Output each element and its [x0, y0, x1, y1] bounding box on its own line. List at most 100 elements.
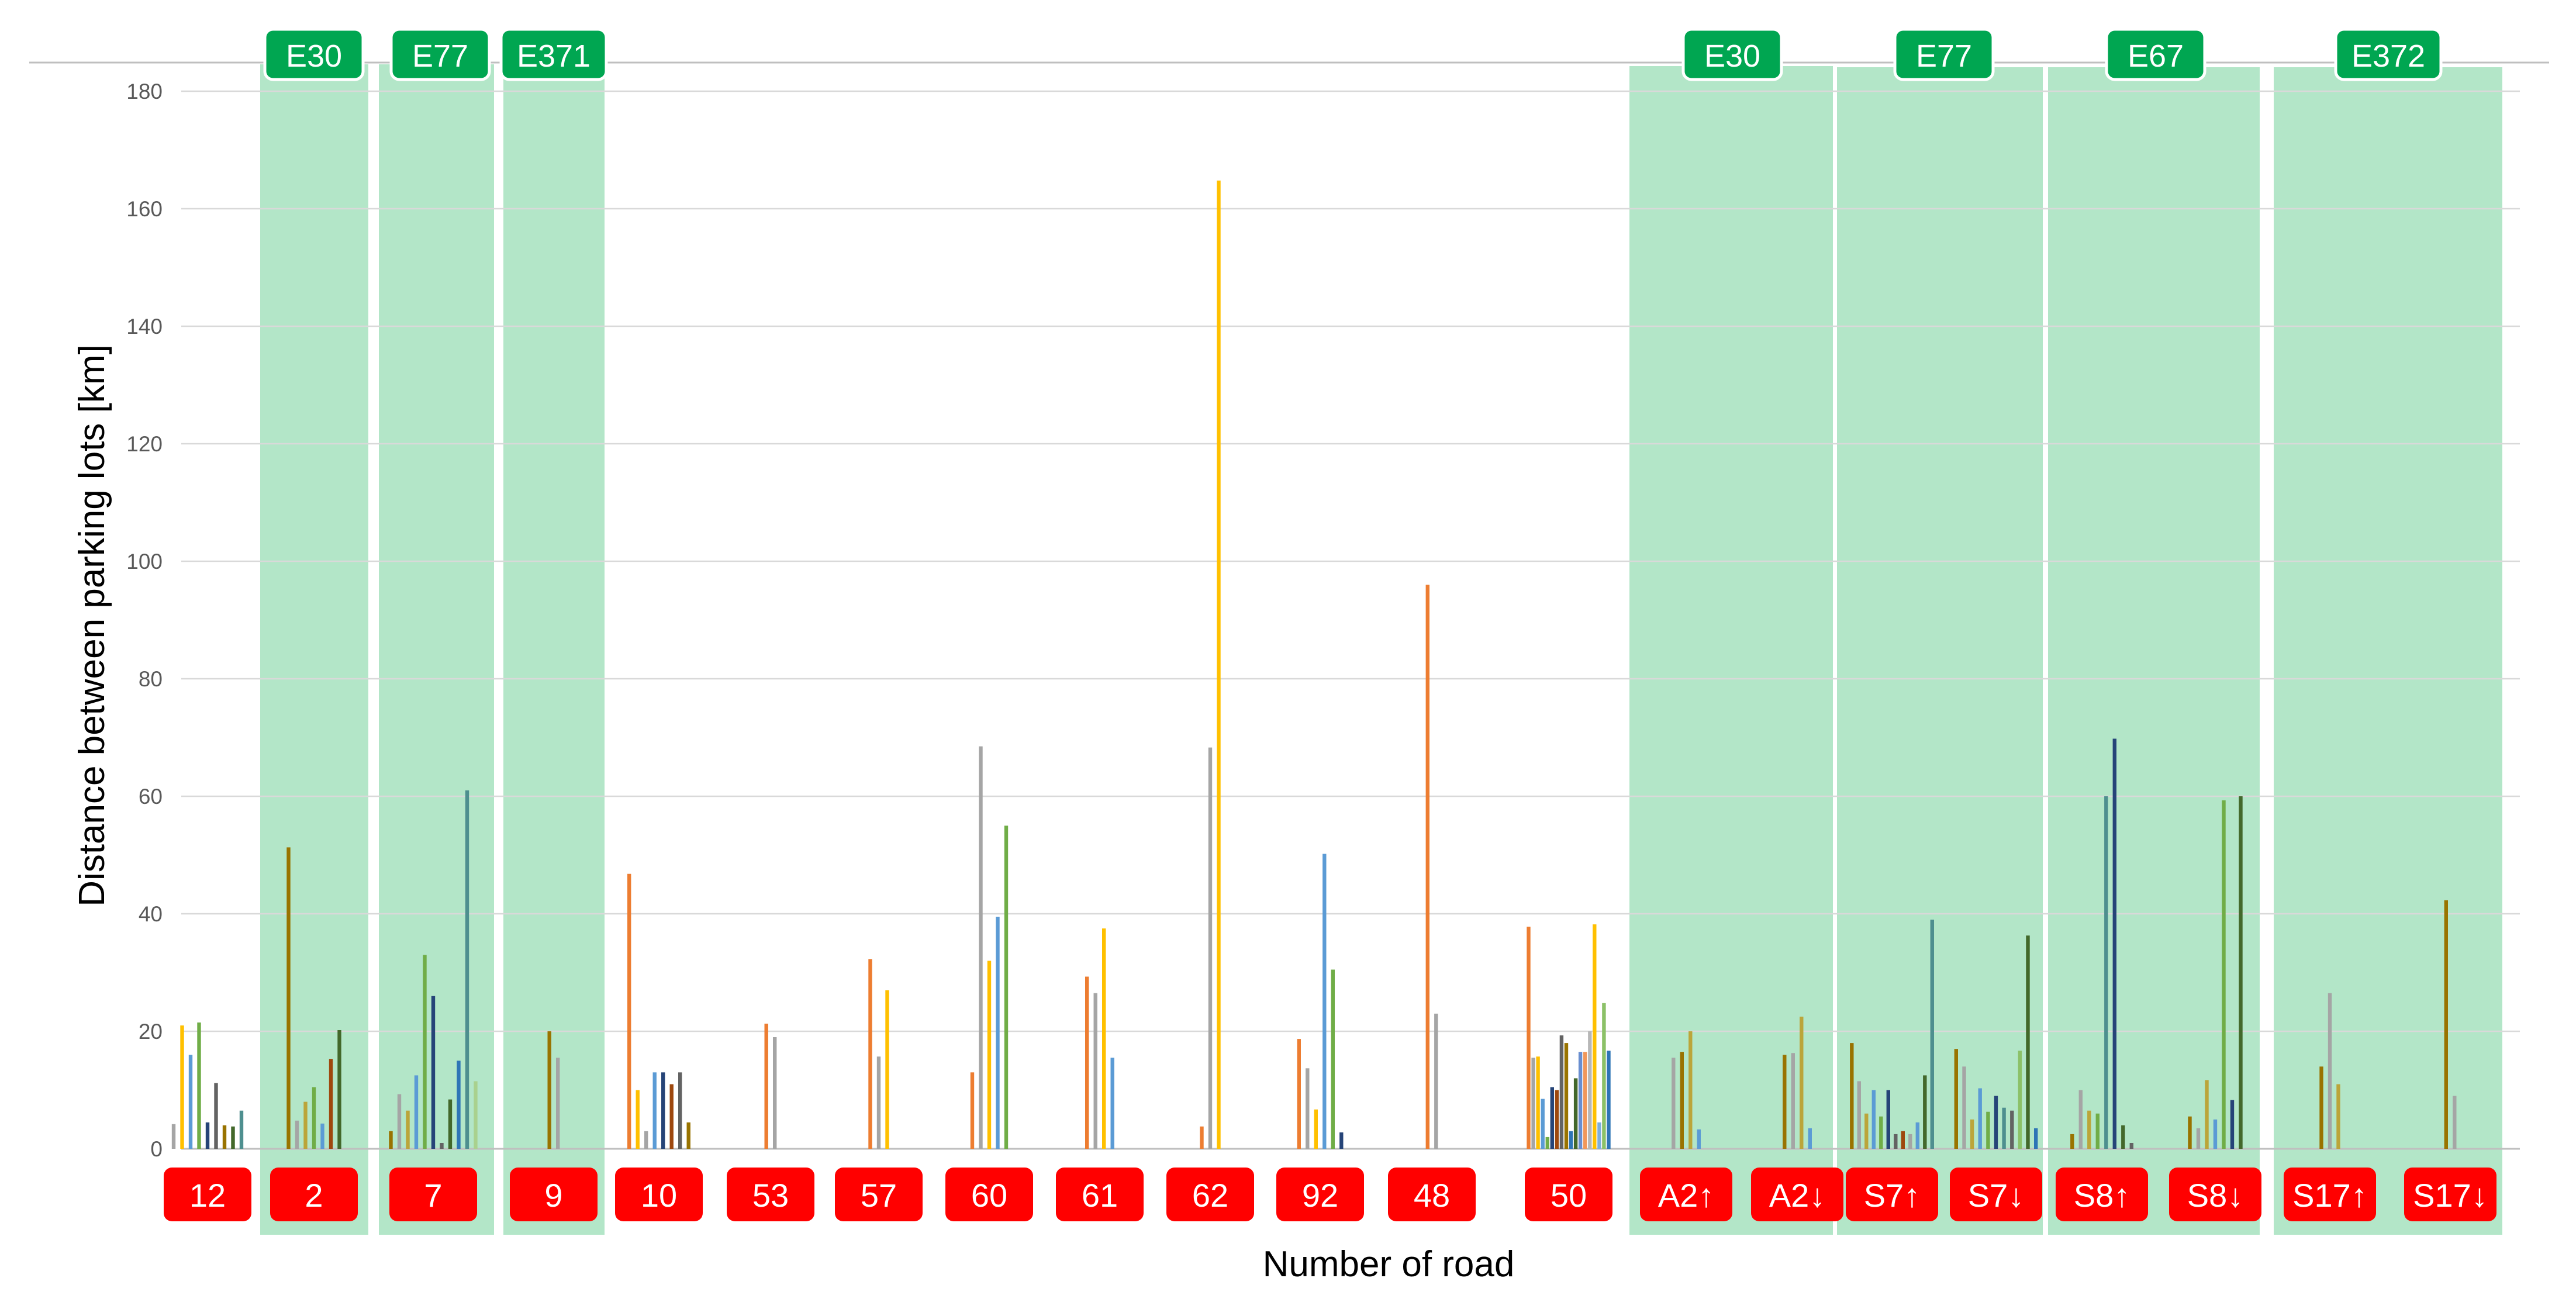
road-badge-shape: [1950, 1168, 2042, 1221]
road-badge: A2↓: [1751, 1168, 1843, 1221]
bar: [448, 1099, 453, 1149]
bar: [222, 1125, 227, 1149]
bar: [1864, 1113, 1869, 1149]
bar: [286, 847, 291, 1149]
bar: [773, 1037, 777, 1149]
road-badge: 50: [1525, 1168, 1612, 1221]
bar: [397, 1094, 402, 1149]
road-badge-shape: [2284, 1168, 2376, 1221]
road-badge: 9: [510, 1168, 598, 1221]
bar: [205, 1122, 210, 1149]
bar: [1564, 1043, 1569, 1149]
road-badge: 61: [1056, 1168, 1144, 1221]
bar: [1930, 920, 1934, 1149]
road-label: 62: [1192, 1177, 1228, 1214]
road-label: 61: [1082, 1177, 1118, 1214]
bar: [1425, 585, 1429, 1149]
road-badge-shape: [1166, 1168, 1254, 1221]
road-badge-shape: [1751, 1168, 1843, 1221]
road-label: S7↓: [1968, 1177, 2025, 1214]
x-axis-title: Number of road: [1263, 1244, 1515, 1284]
road-badge-shape: [2404, 1168, 2496, 1221]
bar: [979, 746, 983, 1149]
route-label: E77: [412, 39, 468, 74]
road-badge-shape: [164, 1168, 251, 1221]
bar: [2319, 1066, 2323, 1149]
route-band: [2048, 67, 2260, 1235]
bar: [1110, 1058, 1114, 1149]
bar: [1559, 1035, 1564, 1149]
bar: [1808, 1128, 1812, 1149]
bar: [2239, 796, 2243, 1149]
bar: [1886, 1090, 1890, 1149]
bar: [627, 873, 631, 1149]
bar: [1962, 1066, 1966, 1149]
bar: [1541, 1099, 1545, 1149]
bar: [1688, 1031, 1693, 1149]
bar: [337, 1030, 341, 1149]
bar: [1217, 180, 1221, 1149]
road-badge-shape: [1846, 1168, 1938, 1221]
bar: [1004, 826, 1009, 1149]
route-badge: E371: [499, 27, 608, 81]
route-band: [260, 64, 368, 1235]
road-badge: S7↑: [1846, 1168, 1938, 1221]
bar: [1602, 1003, 1606, 1149]
road-badge: 53: [727, 1168, 814, 1221]
y-tick-label: 100: [126, 550, 163, 574]
y-tick-label: 160: [126, 197, 163, 221]
route-label: E67: [2128, 39, 2184, 74]
bar: [2034, 1128, 2038, 1149]
bar: [1915, 1122, 1919, 1149]
bar: [1672, 1058, 1676, 1149]
road-badge-shape: [727, 1168, 814, 1221]
bar: [2453, 1096, 2457, 1149]
bar: [2188, 1116, 2192, 1149]
road-badge-shape: [1525, 1168, 1612, 1221]
bar: [636, 1090, 640, 1149]
road-badge: A2↑: [1640, 1168, 1732, 1221]
bar: [414, 1075, 419, 1149]
bar: [2018, 1051, 2022, 1149]
route-band: [1837, 67, 2043, 1235]
bar: [2026, 935, 2030, 1149]
road-badge-shape: [270, 1168, 358, 1221]
bar: [885, 990, 889, 1149]
bar: [1550, 1087, 1554, 1149]
road-badge-shape: [1640, 1168, 1732, 1221]
bar: [1908, 1134, 1912, 1149]
route-badge: E30: [1681, 27, 1783, 81]
bar: [1871, 1090, 1876, 1149]
bar: [171, 1124, 176, 1149]
bar: [2112, 738, 2116, 1149]
bar: [2129, 1143, 2133, 1149]
bar: [303, 1101, 308, 1149]
road-label: 53: [752, 1177, 789, 1214]
bar: [2087, 1110, 2091, 1149]
bar: [231, 1126, 235, 1149]
bar: [1978, 1088, 1982, 1149]
route-badge-shape: [499, 27, 608, 81]
route-band: [503, 64, 605, 1235]
road-badge: S17↑: [2284, 1168, 2376, 1221]
bar: [1791, 1053, 1795, 1149]
bar: [2230, 1100, 2235, 1149]
bar: [1597, 1122, 1601, 1149]
bar: [1306, 1068, 1310, 1149]
road-label: 48: [1414, 1177, 1450, 1214]
bar: [2070, 1134, 2074, 1149]
road-label: 7: [424, 1177, 442, 1214]
road-badge-shape: [615, 1168, 703, 1221]
route-band: [379, 64, 494, 1235]
bar: [320, 1123, 324, 1149]
road-badge: 62: [1166, 1168, 1254, 1221]
bar: [987, 961, 992, 1149]
bar: [996, 917, 1000, 1149]
y-tick-label: 140: [126, 315, 163, 339]
bar: [652, 1072, 657, 1149]
route-label: E30: [286, 39, 342, 74]
bar: [423, 955, 427, 1149]
bar: [1588, 1031, 1592, 1149]
bar: [644, 1131, 648, 1149]
